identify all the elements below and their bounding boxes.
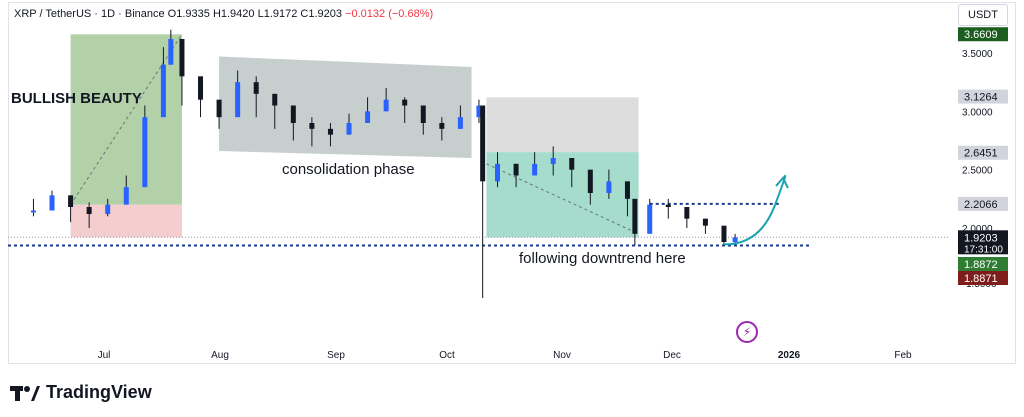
candle-body xyxy=(513,163,519,176)
candle-body xyxy=(732,237,738,242)
candle-body xyxy=(402,99,408,106)
candle-body xyxy=(272,93,278,106)
candle-body xyxy=(49,195,55,211)
candle-body xyxy=(665,204,671,207)
candle-body xyxy=(624,181,630,199)
candle-body xyxy=(684,207,690,219)
candle-body xyxy=(420,105,426,123)
x-tick-label: Oct xyxy=(439,350,455,361)
tradingview-mark-icon xyxy=(10,385,40,401)
candle-body xyxy=(235,82,241,118)
candle-body xyxy=(383,99,389,112)
candle-body xyxy=(702,218,708,226)
candle-body xyxy=(476,105,482,118)
y-tick-label: 3.5000 xyxy=(962,49,993,60)
candle-body xyxy=(309,123,315,129)
candle-body xyxy=(142,117,148,188)
x-tick-label: Jul xyxy=(98,350,111,361)
candle-body xyxy=(105,204,111,214)
price-label-box xyxy=(958,89,1008,104)
downtrend-label: following downtrend here xyxy=(519,250,686,267)
y-tick-label: 2.0000 xyxy=(962,224,993,235)
candle-body xyxy=(179,39,185,77)
price-label-value: 1.9203 xyxy=(964,232,998,244)
candle-body xyxy=(365,111,371,123)
candle-body xyxy=(253,82,259,94)
candle-body xyxy=(198,76,204,100)
downtrend-diagonal xyxy=(486,163,639,235)
candle-body xyxy=(123,187,129,205)
price-label-box xyxy=(958,27,1008,42)
candle-body xyxy=(290,105,296,123)
currency-button[interactable]: USDT xyxy=(958,4,1008,26)
change-value: −0.0132 (−0.68%) xyxy=(345,8,434,20)
candle-body xyxy=(721,225,727,242)
brand-name: TradingView xyxy=(46,382,152,402)
price-label-value: 3.6609 xyxy=(964,29,998,41)
close-value: C1.9203 xyxy=(300,8,343,20)
price-label-box xyxy=(958,230,1008,255)
y-tick-label: 2.5000 xyxy=(962,166,993,177)
price-label-box xyxy=(958,145,1008,160)
candle-body xyxy=(160,64,166,118)
candle-body xyxy=(168,39,174,65)
x-tick-label: Aug xyxy=(211,350,229,361)
candle-body xyxy=(457,117,463,129)
price-label-box xyxy=(958,271,1008,285)
candle-body xyxy=(439,123,445,129)
tradingview-logo[interactable]: TradingView xyxy=(10,382,152,403)
chart-frame xyxy=(8,2,1016,364)
downtrend-zone-bottom xyxy=(486,152,639,238)
candle-body xyxy=(346,123,352,135)
y-tick-label: 3.0000 xyxy=(962,107,993,118)
candle-body xyxy=(68,195,74,207)
x-tick-label: Sep xyxy=(327,350,345,361)
price-label-value: 1.8872 xyxy=(964,259,998,271)
symbol-header: XRP / TetherUS · 1D · Binance O1.9335 H1… xyxy=(14,8,433,20)
price-label-value: 3.1264 xyxy=(964,92,998,104)
candle-body xyxy=(327,128,333,135)
candle-body xyxy=(569,158,575,170)
flash-icon[interactable]: ⚡ xyxy=(736,321,758,343)
consolidation-label: consolidation phase xyxy=(282,161,415,178)
price-label-box xyxy=(958,196,1008,211)
price-label-time: 17:31:00 xyxy=(964,244,1003,255)
x-tick-label: Feb xyxy=(894,350,912,361)
price-label-value: 2.6451 xyxy=(964,148,998,160)
x-tick-label: Nov xyxy=(553,350,571,361)
candle-body xyxy=(532,163,538,176)
candle-body xyxy=(587,169,593,193)
candle-body xyxy=(30,210,36,213)
symbol-title[interactable]: XRP / TetherUS · 1D · Binance xyxy=(14,8,165,20)
forecast-arrowhead xyxy=(775,176,789,189)
open-value: O1.9335 xyxy=(167,8,210,20)
x-tick-label: Dec xyxy=(663,350,681,361)
candle-body xyxy=(647,204,653,234)
bullish-label: BULLISH BEAUTY xyxy=(11,90,142,107)
candle-body xyxy=(86,207,92,214)
low-value: L1.9172 xyxy=(257,8,298,20)
consolidation-zone xyxy=(219,56,472,158)
price-label-box xyxy=(958,257,1008,271)
candle-body xyxy=(606,181,612,193)
candle-body xyxy=(480,105,486,182)
candle-body xyxy=(495,163,501,182)
forecast-arrow xyxy=(723,174,787,246)
downtrend-zone-top xyxy=(486,97,639,153)
candle-body xyxy=(632,198,638,234)
candle-body xyxy=(550,158,556,164)
high-value: H1.9420 xyxy=(212,8,255,20)
x-tick-label: 2026 xyxy=(778,350,801,361)
price-label-value: 1.8871 xyxy=(964,273,998,285)
candle-body xyxy=(216,99,222,118)
price-label-value: 2.2066 xyxy=(964,199,998,211)
